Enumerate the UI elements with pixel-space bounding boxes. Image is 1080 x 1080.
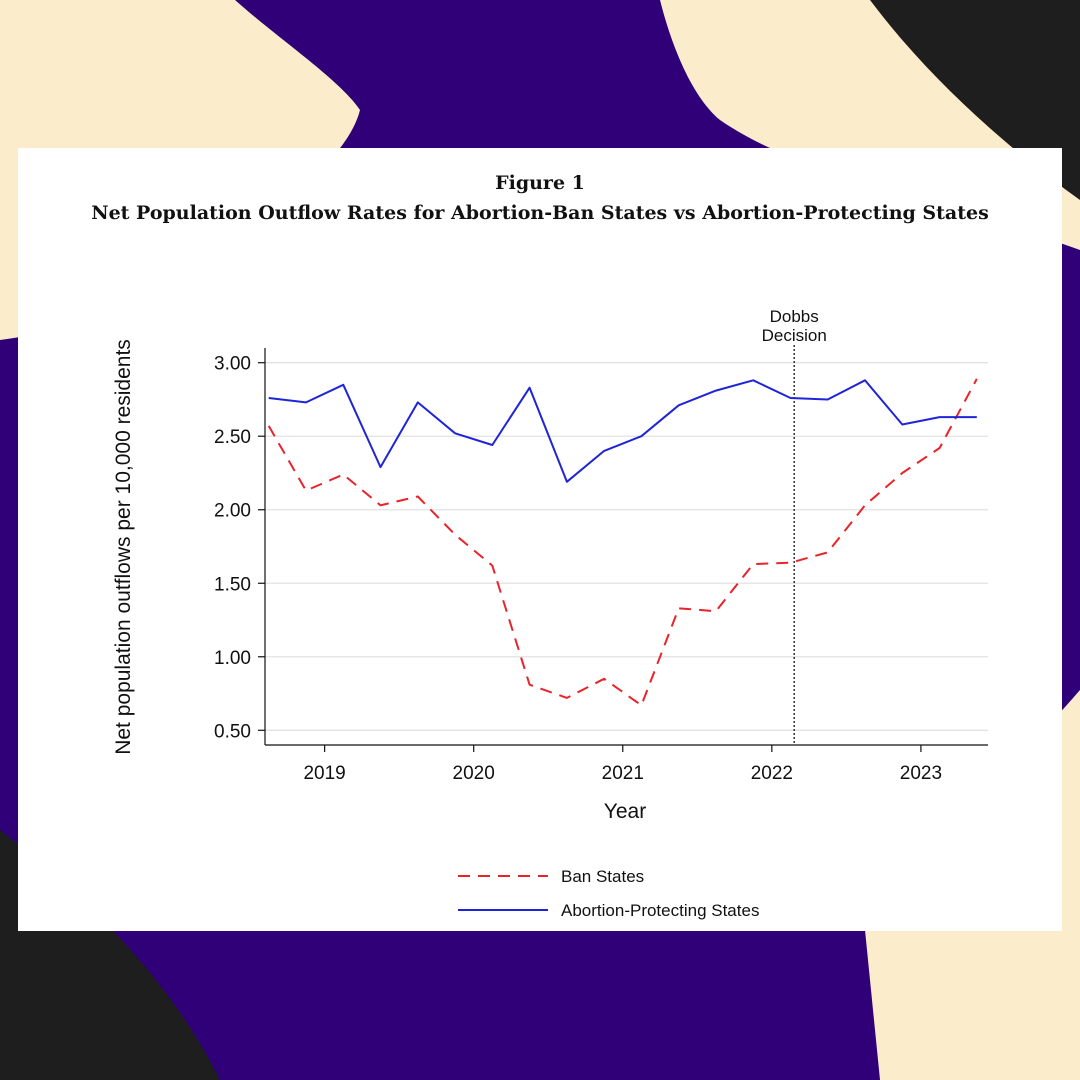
figure-card: Figure 1 Net Population Outflow Rates fo… [18,148,1062,931]
x-ticks: 2019 2020 2021 2022 2023 [303,745,942,784]
legend: Ban States Abortion-Protecting States [458,867,759,920]
figure-title: Net Population Outflow Rates for Abortio… [91,202,989,224]
y-tick-label: 0.50 [214,721,251,742]
figure-label: Figure 1 [495,172,585,194]
y-axis-title: Net population outflows per 10,000 resid… [112,339,135,755]
x-tick-label: 2021 [602,763,644,784]
y-tick-label: 2.50 [214,427,251,448]
y-tick-label: 3.00 [214,354,251,375]
series-lines [267,378,978,707]
legend-label-protecting-states: Abortion-Protecting States [561,901,759,920]
dobbs-annotation: Dobbs Decision [762,307,827,745]
dobbs-annotation-line-1: Dobbs [770,307,819,326]
dobbs-annotation-line-2: Decision [762,326,827,345]
series-line-protecting-states [268,379,977,483]
line-chart: 0.50 1.00 1.50 2.00 2.50 3.00 2019 2020 2021 202… [112,307,988,920]
y-tick-label: 1.50 [214,574,251,595]
x-axis-title: Year [604,800,646,823]
x-tick-label: 2019 [303,763,345,784]
x-tick-label: 2020 [453,763,495,784]
y-ticks: 0.50 1.00 1.50 2.00 2.50 3.00 [214,354,265,742]
legend-label-ban-states: Ban States [561,867,644,886]
y-tick-label: 2.00 [214,501,251,522]
y-tick-label: 1.00 [214,648,251,669]
x-tick-label: 2022 [751,763,793,784]
axes [264,348,988,746]
gridlines [265,362,988,731]
x-tick-label: 2023 [900,763,942,784]
series-line-ban-states [267,378,978,707]
